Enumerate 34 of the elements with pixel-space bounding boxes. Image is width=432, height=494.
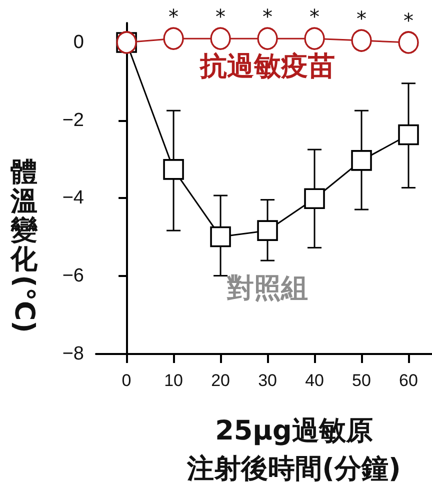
point xyxy=(398,124,419,146)
point xyxy=(257,27,278,50)
annotation: * xyxy=(168,4,179,29)
x-tick-label: 60 xyxy=(399,371,418,390)
y-tick-label: 0 xyxy=(73,32,84,53)
series-label: 對照組 xyxy=(226,273,308,304)
point xyxy=(163,27,184,50)
annotation: * xyxy=(262,4,273,29)
point xyxy=(398,31,419,54)
point xyxy=(257,220,278,241)
y-tick-label: −4 xyxy=(62,188,84,209)
y-tick-label: −2 xyxy=(62,110,84,131)
point xyxy=(210,27,231,50)
point xyxy=(210,226,231,248)
x-tick-label: 10 xyxy=(164,371,183,390)
y-tick-label: −8 xyxy=(62,344,84,364)
x-tick-label: 0 xyxy=(122,371,132,390)
point xyxy=(351,150,372,171)
x-tick-label: 20 xyxy=(211,371,230,390)
annotation: * xyxy=(310,4,320,29)
annotation: * xyxy=(356,6,367,31)
x-tick-label: 40 xyxy=(305,371,324,390)
annotation: * xyxy=(404,8,414,32)
annotation: * xyxy=(216,4,226,29)
point xyxy=(351,29,372,52)
x-tick-label: 30 xyxy=(258,371,277,390)
point xyxy=(163,159,184,180)
point xyxy=(304,188,325,210)
series-label: 抗過敏疫苗 xyxy=(199,51,336,82)
point xyxy=(304,27,325,50)
x-axis-title: 25μg過敏原注射後時間(分鐘) xyxy=(186,416,401,484)
y-tick-label: −6 xyxy=(62,266,84,287)
x-tick-label: 50 xyxy=(352,371,371,390)
y-axis-title: 體溫變化(°C) xyxy=(8,157,40,333)
